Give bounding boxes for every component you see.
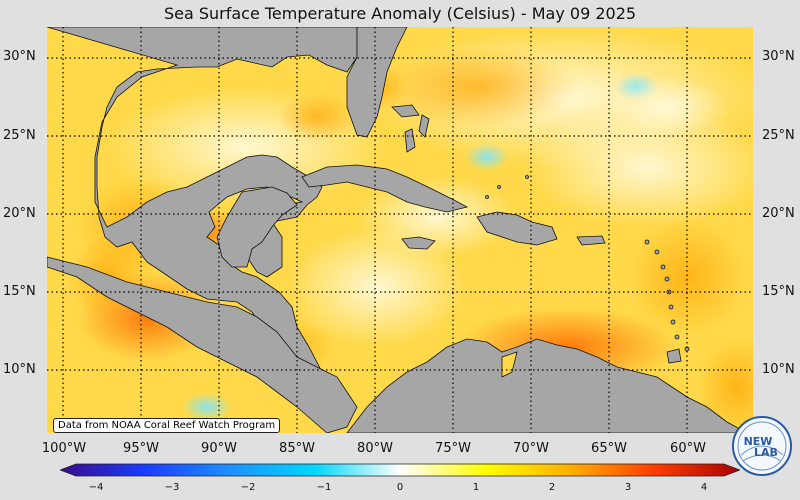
lat-label-left-25: 25°N bbox=[3, 128, 36, 143]
lat-label-right-20: 20°N bbox=[762, 206, 795, 221]
land-florida bbox=[346, 27, 408, 138]
graticule bbox=[47, 27, 753, 433]
lat-label-right-10: 10°N bbox=[762, 362, 795, 377]
lat-label-left-30: 30°N bbox=[3, 49, 36, 64]
land-jamaica bbox=[401, 236, 436, 250]
land-trinidad bbox=[666, 348, 682, 364]
land-yucatan bbox=[216, 186, 298, 268]
lon-label-70: 70°W bbox=[513, 441, 549, 456]
lon-label-90: 90°W bbox=[201, 441, 237, 456]
colorbar-tick-4: 4 bbox=[700, 482, 708, 493]
colorbar-tick-neg3: −3 bbox=[164, 482, 180, 493]
colorbar-tick-neg2: −2 bbox=[240, 482, 256, 493]
map-title: Sea Surface Temperature Anomaly (Celsius… bbox=[163, 4, 637, 23]
new-lab-logo: NEW LAB bbox=[731, 415, 793, 477]
lon-label-80: 80°W bbox=[357, 441, 393, 456]
land-bahamas-2 bbox=[404, 128, 416, 153]
land-bahamas-3 bbox=[418, 114, 430, 138]
lat-label-right-30: 30°N bbox=[762, 49, 795, 64]
land-masses bbox=[47, 27, 748, 433]
lon-label-65: 65°W bbox=[591, 441, 627, 456]
lat-label-left-10: 10°N bbox=[3, 362, 36, 377]
logo-text-bottom: LAB bbox=[754, 446, 778, 459]
lon-label-75: 75°W bbox=[435, 441, 471, 456]
lon-label-85: 85°W bbox=[279, 441, 315, 456]
sst-anomaly-map bbox=[47, 27, 753, 433]
lon-label-100: 100°W bbox=[41, 441, 87, 456]
new-lab-logo-graphic: NEW LAB bbox=[732, 416, 792, 476]
lon-label-95: 95°W bbox=[123, 441, 159, 456]
colorbar bbox=[58, 462, 742, 477]
map-canvas bbox=[47, 27, 753, 433]
land-hispaniola bbox=[476, 211, 558, 246]
land-cuba bbox=[301, 164, 469, 213]
data-credit: Data from NOAA Coral Reef Watch Program bbox=[53, 418, 281, 433]
lat-label-right-25: 25°N bbox=[762, 128, 795, 143]
logo-text-top: NEW bbox=[744, 435, 773, 448]
lat-label-left-20: 20°N bbox=[3, 206, 36, 221]
land-central-america bbox=[47, 256, 358, 433]
colorbar-ramp bbox=[58, 463, 742, 477]
colorbar-tick-0: 0 bbox=[396, 482, 404, 493]
lesser-antilles bbox=[485, 175, 690, 352]
colorbar-tick-neg4: −4 bbox=[88, 482, 104, 493]
colorbar-tick-3: 3 bbox=[624, 482, 632, 493]
land-south-america bbox=[346, 338, 748, 433]
colorbar-tick-neg1: −1 bbox=[316, 482, 332, 493]
lon-label-60: 60°W bbox=[670, 441, 706, 456]
land-puerto-rico bbox=[576, 235, 606, 246]
colorbar-tick-2: 2 bbox=[548, 482, 556, 493]
lat-label-left-15: 15°N bbox=[3, 284, 36, 299]
land-bahamas-1 bbox=[391, 104, 420, 118]
colorbar-tick-1: 1 bbox=[472, 482, 480, 493]
lat-label-right-15: 15°N bbox=[762, 284, 795, 299]
